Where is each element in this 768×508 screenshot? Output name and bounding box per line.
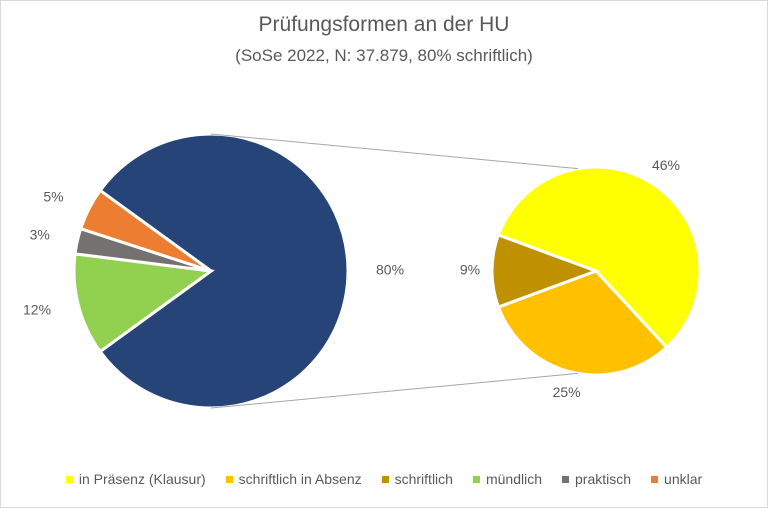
legend-label: unklar	[664, 471, 703, 487]
legend-swatch	[225, 475, 233, 483]
data-label-detail-schriftlich-in-absenz: 25%	[553, 384, 581, 400]
legend-swatch	[651, 475, 659, 483]
legend-item-praktisch: praktisch	[562, 471, 631, 487]
data-label-m-ndlich: 12%	[23, 302, 51, 318]
chart-legend: in Präsenz (Klausur) schriftlich in Abse…	[1, 471, 767, 487]
legend-item-muendlich: mündlich	[472, 471, 542, 487]
data-label-praktisch: 3%	[30, 227, 50, 243]
legend-swatch	[65, 475, 73, 483]
legend-swatch	[472, 475, 480, 483]
legend-item-schriftlich-in-absenz: schriftlich in Absenz	[225, 471, 362, 487]
connector-line-top	[210, 133, 578, 170]
legend-label: schriftlich	[394, 471, 453, 487]
legend-label: in Präsenz (Klausur)	[78, 471, 206, 487]
pie-slice-schriftlich-detail	[490, 233, 601, 309]
pie-slice-in-pr-senz-klausur-detail	[496, 165, 702, 350]
legend-label: mündlich	[485, 471, 542, 487]
legend-swatch	[381, 475, 389, 483]
legend-label: praktisch	[575, 471, 632, 487]
chart-subtitle: (SoSe 2022, N: 37.879, 80% schriftlich)	[235, 46, 533, 65]
chart-title: Prüfungsformen an der HU	[258, 13, 510, 36]
data-label-schriftlich: 80%	[376, 262, 404, 278]
pie-slice-m-ndlich	[72, 252, 215, 354]
pie-slice-unklar	[78, 188, 212, 273]
legend-item-unklar: unklar	[651, 471, 702, 487]
data-label-unklar: 5%	[43, 189, 63, 205]
legend-label: schriftlich in Absenz	[238, 471, 362, 487]
pie-slice-schriftlich-in-absenz-detail	[496, 269, 669, 377]
legend-swatch	[562, 475, 569, 483]
legend-item-schriftlich: schriftlich	[381, 471, 453, 487]
data-label-detail-in-pr-senz-klausur: 46%	[652, 157, 680, 173]
pie-slice-schriftlich-aggregate	[98, 132, 350, 410]
legend-item-in-praesenz: in Präsenz (Klausur)	[65, 471, 206, 487]
data-label-detail-schriftlich: 9%	[460, 262, 480, 278]
connector-line-bottom	[210, 372, 578, 409]
